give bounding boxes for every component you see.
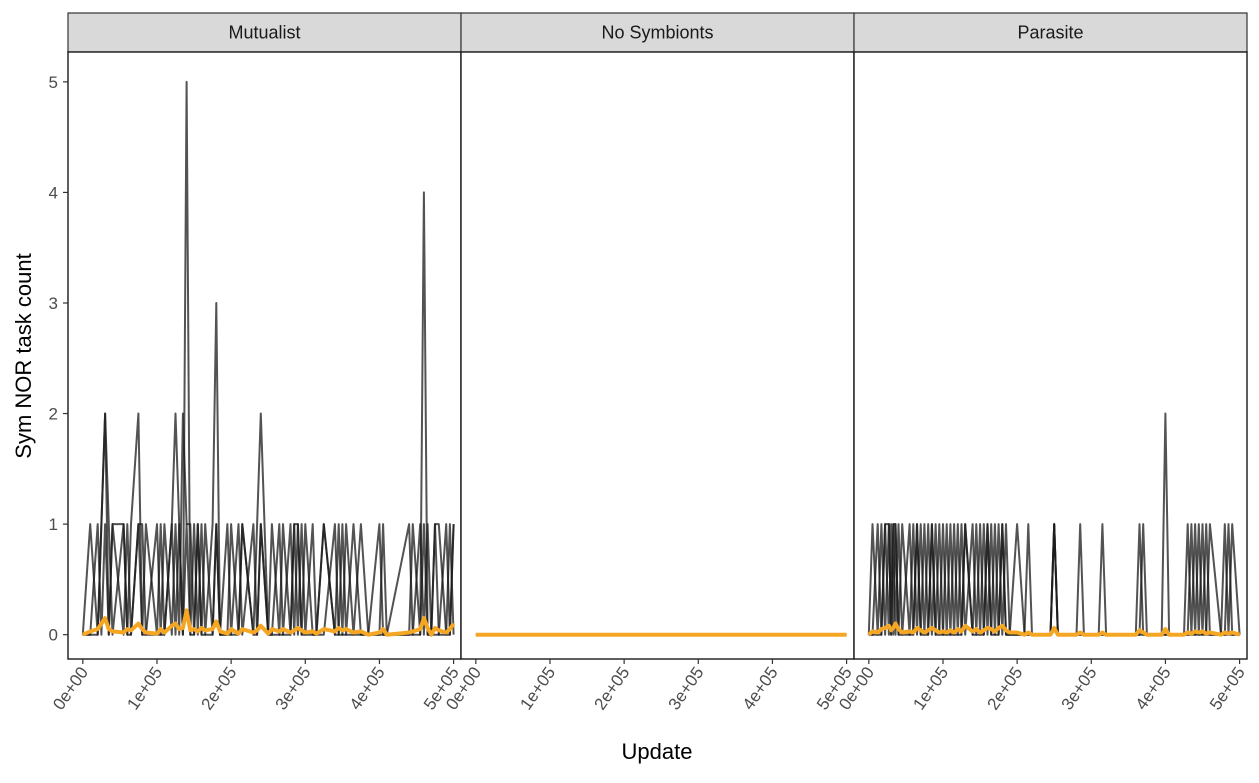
facet-strip-label: No Symbionts (601, 23, 713, 43)
facet-strip (67, 12, 462, 53)
facet-strip (853, 12, 1248, 53)
x-tick-label: 3e+05 (272, 663, 315, 713)
x-tick-label: 2e+05 (590, 663, 633, 713)
y-axis-title: Sym NOR task count (11, 253, 36, 458)
x-tick-label: 1e+05 (909, 663, 952, 713)
panel-background (68, 52, 461, 659)
y-tick-label: 1 (49, 515, 58, 534)
y-tick-label: 2 (49, 405, 58, 424)
facet-strip (460, 12, 855, 53)
facet-strip-label: Parasite (1017, 23, 1083, 43)
x-tick-label: 0e+00 (49, 663, 92, 713)
x-tick-label: 1e+05 (516, 663, 559, 713)
x-tick-label: 4e+05 (1132, 663, 1175, 713)
y-tick-label: 0 (49, 626, 58, 645)
x-tick-label: 4e+05 (346, 663, 389, 713)
x-tick-label: 1e+05 (123, 663, 166, 713)
panel-border (853, 51, 1248, 660)
x-tick-label: 5e+05 (1206, 663, 1249, 713)
x-tick-label: 4e+05 (739, 663, 782, 713)
x-axis-title: Update (622, 739, 693, 764)
y-tick-label: 4 (49, 183, 58, 202)
replicate-line-1 (81, 80, 455, 636)
x-tick-label: 2e+05 (197, 663, 240, 713)
facet-strip-label: Mutualist (228, 23, 300, 43)
panel-background (854, 52, 1247, 659)
mean-line (81, 608, 456, 637)
x-tick-label: 2e+05 (983, 663, 1026, 713)
y-tick-label: 5 (49, 73, 58, 92)
x-tick-label: 3e+05 (1058, 663, 1101, 713)
panel-background (461, 52, 854, 659)
x-tick-label: 3e+05 (665, 663, 708, 713)
mean-line (867, 621, 1241, 637)
y-tick-label: 3 (49, 294, 58, 313)
